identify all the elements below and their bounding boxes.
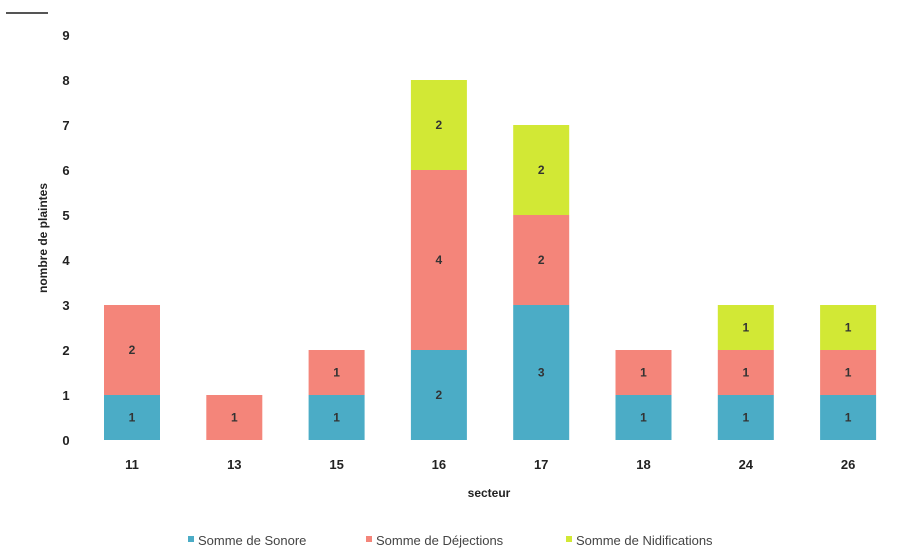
bar-segment xyxy=(410,170,467,350)
bar-segment xyxy=(206,395,263,440)
data-label: 1 xyxy=(845,411,852,425)
y-tick-label: 5 xyxy=(62,208,69,223)
bar-segment xyxy=(513,215,570,305)
bar-segment xyxy=(104,305,160,395)
bar-segment xyxy=(308,350,365,395)
data-label: 1 xyxy=(742,321,749,335)
data-label: 2 xyxy=(538,163,545,177)
data-label: 1 xyxy=(640,411,647,425)
x-axis-ticks: 11 13 15 16 17 18 24 26 xyxy=(125,457,855,472)
y-tick-label: 7 xyxy=(62,118,69,133)
data-label: 1 xyxy=(129,411,136,425)
x-tick-label: 18 xyxy=(636,457,650,472)
bar-segment xyxy=(513,305,570,440)
bar-segment xyxy=(615,350,672,395)
y-axis-title: nombre de plaintes xyxy=(36,183,50,293)
legend-swatch xyxy=(366,536,372,542)
bar-segment xyxy=(820,350,877,395)
x-tick-label: 24 xyxy=(739,457,754,472)
data-label: 1 xyxy=(333,366,340,380)
legend: Somme de Sonore Somme de Déjections Somme … xyxy=(188,533,713,548)
bars-group: 1 2 1 1 1 2 4 2 3 2 2 1 1 1 1 1 1 1 1 xyxy=(104,80,877,440)
legend-label: Somme de Nidifications xyxy=(576,533,713,548)
x-tick-label: 26 xyxy=(841,457,855,472)
data-label: 1 xyxy=(742,366,749,380)
data-label: 1 xyxy=(231,411,238,425)
legend-swatch xyxy=(566,536,572,542)
bar-segment xyxy=(820,395,877,440)
data-label: 1 xyxy=(640,366,647,380)
bar-segment xyxy=(410,350,467,440)
x-tick-label: 13 xyxy=(227,457,241,472)
data-label: 1 xyxy=(333,411,340,425)
corner-mark xyxy=(6,12,48,14)
data-label: 2 xyxy=(436,118,443,132)
x-tick-label: 16 xyxy=(432,457,446,472)
data-label: 2 xyxy=(129,343,136,357)
bar-segment xyxy=(410,80,467,170)
y-tick-label: 0 xyxy=(62,433,69,448)
data-label: 3 xyxy=(538,366,545,380)
bar-segment xyxy=(717,350,774,395)
data-label: 1 xyxy=(845,321,852,335)
y-tick-label: 1 xyxy=(62,388,69,403)
y-tick-label: 9 xyxy=(62,28,69,43)
y-axis-ticks: 0 1 2 3 4 5 6 7 8 9 xyxy=(62,28,70,448)
data-label: 1 xyxy=(845,366,852,380)
y-tick-label: 8 xyxy=(62,73,69,88)
legend-label: Somme de Déjections xyxy=(376,533,504,548)
bar-segment xyxy=(717,305,774,350)
bar-segment xyxy=(308,395,365,440)
x-tick-label: 11 xyxy=(125,457,139,472)
y-tick-label: 6 xyxy=(62,163,69,178)
bar-segment xyxy=(615,395,672,440)
x-tick-label: 15 xyxy=(329,457,343,472)
data-label: 1 xyxy=(742,411,749,425)
bar-segment xyxy=(820,305,877,350)
data-label: 2 xyxy=(436,388,443,402)
data-label: 4 xyxy=(436,253,443,267)
bar-segment xyxy=(513,125,570,215)
x-axis-title: secteur xyxy=(468,486,511,500)
y-tick-label: 3 xyxy=(62,298,69,313)
y-tick-label: 2 xyxy=(62,343,69,358)
data-label: 2 xyxy=(538,253,545,267)
bar-segment xyxy=(717,395,774,440)
legend-label: Somme de Sonore xyxy=(198,533,306,548)
x-tick-label: 17 xyxy=(534,457,548,472)
legend-swatch xyxy=(188,536,194,542)
y-tick-label: 4 xyxy=(62,253,70,268)
bar-segment xyxy=(104,395,160,440)
